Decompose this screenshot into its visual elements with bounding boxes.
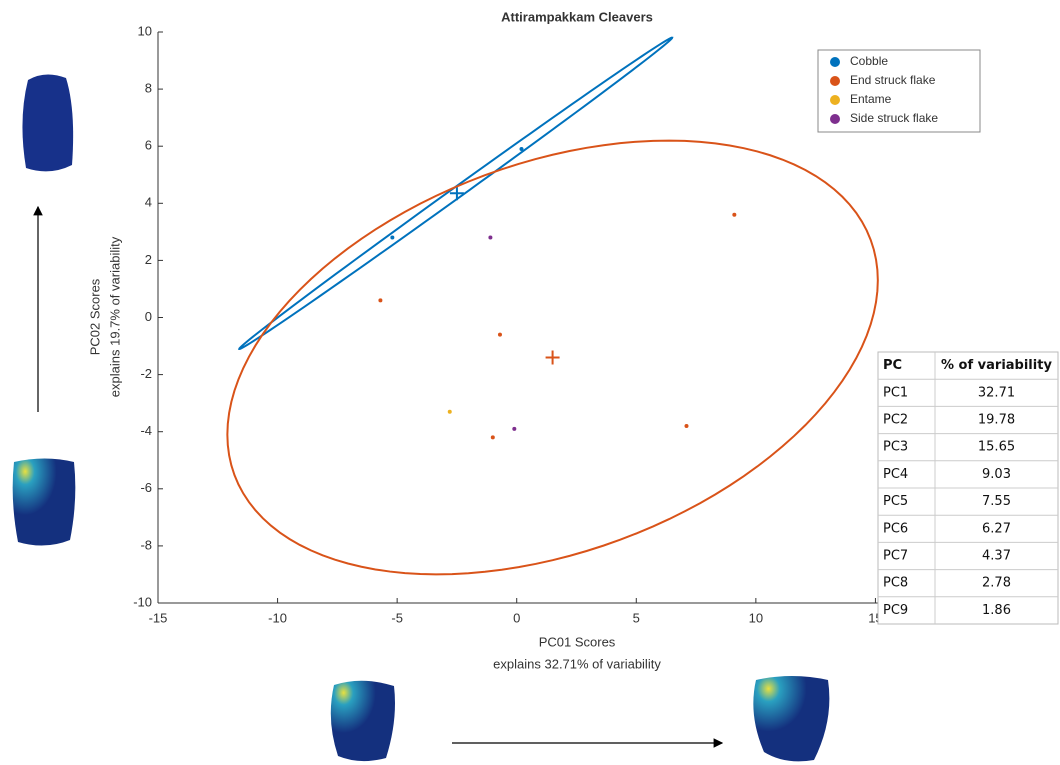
table-cell: PC2 [883, 413, 908, 428]
shape-image [753, 676, 830, 762]
y-tick-label: 10 [138, 23, 152, 38]
shape-image [330, 680, 395, 762]
legend-label: Side struck flake [850, 111, 938, 125]
legend-box [817, 49, 981, 133]
data-point [378, 298, 383, 303]
data-point [488, 235, 493, 240]
table-cell: PC5 [883, 494, 908, 509]
data-point [390, 235, 395, 240]
table-cell: 1.86 [982, 603, 1011, 618]
data-point [519, 147, 524, 152]
table-cell: PC4 [883, 467, 908, 482]
table-cell: PC9 [883, 603, 908, 618]
x-tick-label: -10 [268, 610, 287, 625]
x-tick-label: 10 [749, 610, 763, 625]
x-tick-label: 0 [513, 610, 520, 625]
data-point [497, 332, 502, 337]
data-point [684, 423, 689, 428]
y-tick-label: 6 [145, 138, 152, 153]
x-axis-label: explains 32.71% of variability [493, 656, 661, 671]
mean-marker [545, 350, 560, 365]
table-cell: 7.55 [982, 494, 1011, 509]
legend-marker [830, 76, 840, 86]
x-tick-label: -5 [391, 610, 403, 625]
table-cell: PC3 [883, 440, 908, 455]
table-cell: 15.65 [978, 440, 1015, 455]
legend-marker [830, 114, 840, 124]
legend-label: Cobble [850, 54, 888, 68]
y-tick-label: -8 [140, 537, 152, 552]
y-tick-label: -2 [140, 366, 152, 381]
legend-label: End struck flake [850, 73, 936, 87]
table-cell: 19.78 [978, 413, 1015, 428]
data-point [512, 426, 517, 431]
table-header: PC [883, 358, 902, 373]
confidence-ellipse [237, 36, 674, 350]
y-axis-label: PC02 Scores [87, 278, 102, 355]
mean-marker [449, 186, 464, 201]
y-tick-label: 8 [145, 81, 152, 96]
x-tick-label: 5 [633, 610, 640, 625]
chart-title: Attirampakkam Cleavers [501, 9, 653, 24]
x-tick-label: -15 [149, 610, 168, 625]
x-axis-label: PC01 Scores [539, 634, 616, 649]
table-header: % of variability [941, 358, 1052, 373]
confidence-ellipse [226, 139, 879, 576]
table-cell: 4.37 [982, 549, 1011, 564]
shape-image [12, 458, 76, 546]
y-tick-label: -6 [140, 480, 152, 495]
table-cell: 2.78 [982, 576, 1011, 591]
legend-marker [830, 57, 840, 67]
data-point [447, 409, 452, 414]
data-point [732, 212, 737, 217]
y-tick-label: -4 [140, 423, 152, 438]
y-tick-label: 2 [145, 252, 152, 267]
table-cell: PC8 [883, 576, 908, 591]
legend-label: Entame [850, 92, 892, 106]
table-cell: PC1 [883, 385, 908, 400]
data-point [490, 435, 495, 440]
table-cell: PC7 [883, 549, 908, 564]
table-cell: PC6 [883, 521, 908, 536]
shape-image [22, 74, 74, 172]
table-cell: 32.71 [978, 385, 1015, 400]
y-tick-label: -10 [133, 594, 152, 609]
table-cell: 6.27 [982, 521, 1011, 536]
y-tick-label: 0 [145, 309, 152, 324]
legend-marker [830, 95, 840, 105]
y-tick-label: 4 [145, 195, 152, 210]
y-axis-label: explains 19.7% of variability [107, 236, 122, 397]
table-cell: 9.03 [982, 467, 1011, 482]
